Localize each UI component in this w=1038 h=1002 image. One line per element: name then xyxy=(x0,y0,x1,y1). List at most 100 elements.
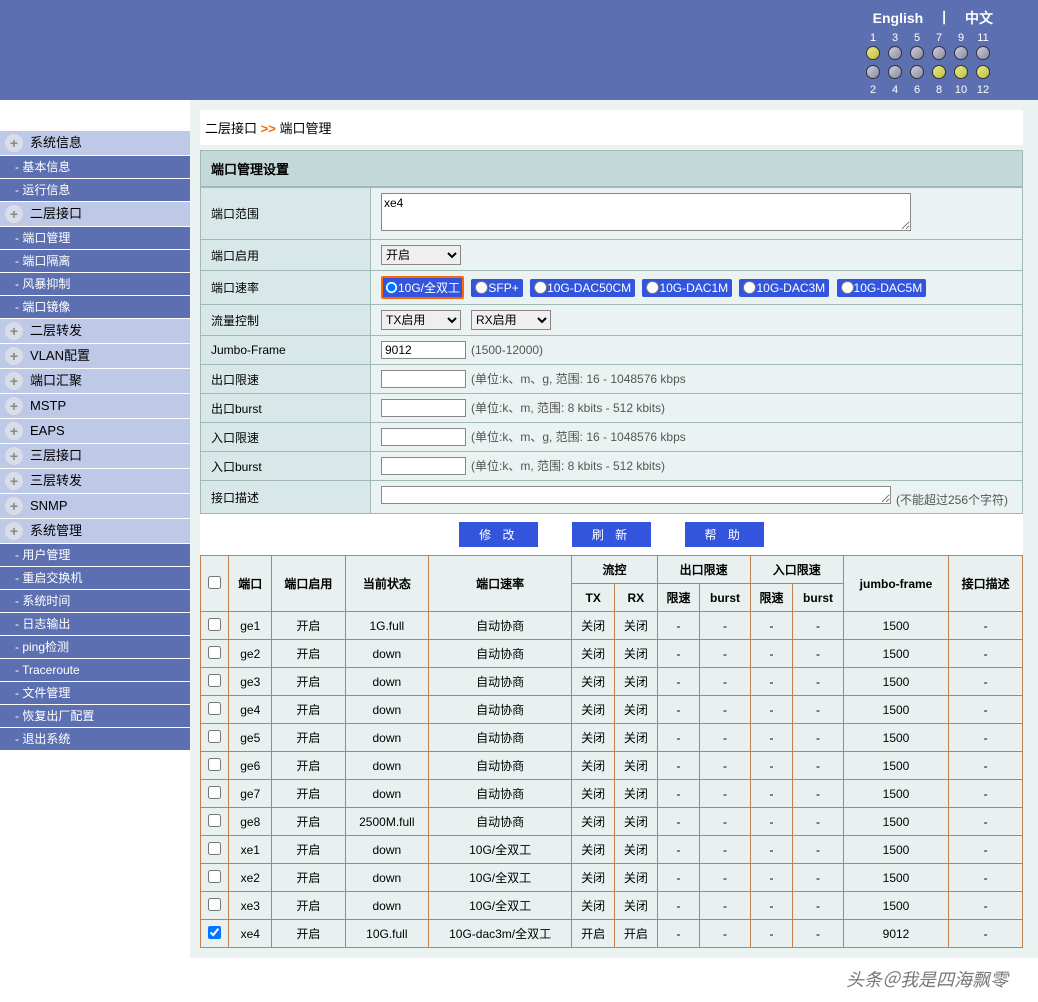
table-row: ge2开启down 自动协商关闭关闭 --- -1500- xyxy=(201,640,1023,668)
row-checkbox[interactable] xyxy=(208,786,221,799)
in-limit-input[interactable] xyxy=(381,428,466,446)
out-burst-input[interactable] xyxy=(381,399,466,417)
panel-title: 端口管理设置 xyxy=(200,150,1023,187)
port-status-panel: 135791124681012 xyxy=(858,30,998,98)
table-row: ge6开启down 自动协商关闭关闭 --- -1500- xyxy=(201,752,1023,780)
nav-item[interactable]: - 文件管理 xyxy=(0,682,190,704)
expand-icon: + xyxy=(5,397,23,415)
speed-option[interactable]: 10G/全双工 xyxy=(381,276,464,299)
speed-option[interactable]: SFP+ xyxy=(471,279,522,297)
nav-item[interactable]: - 恢复出厂配置 xyxy=(0,705,190,727)
header: English 丨 中文 135791124681012 xyxy=(0,0,1038,100)
port-enable-select[interactable]: 开启 xyxy=(381,245,461,265)
in-burst-input[interactable] xyxy=(381,457,466,475)
port-led-2 xyxy=(866,65,880,79)
nav-item[interactable]: - 风暴抑制 xyxy=(0,273,190,295)
nav-item[interactable]: - 用户管理 xyxy=(0,544,190,566)
nav-group[interactable]: +系统管理 xyxy=(0,519,190,543)
lang-english[interactable]: English xyxy=(873,10,924,26)
nav-group[interactable]: +端口汇聚 xyxy=(0,369,190,393)
row-checkbox[interactable] xyxy=(208,674,221,687)
row-checkbox[interactable] xyxy=(208,758,221,771)
table-row: ge7开启down 自动协商关闭关闭 --- -1500- xyxy=(201,780,1023,808)
table-row: ge8开启2500M.full 自动协商关闭关闭 --- -1500- xyxy=(201,808,1023,836)
desc-input[interactable] xyxy=(381,486,891,504)
port-led-12 xyxy=(976,65,990,79)
row-checkbox[interactable] xyxy=(208,646,221,659)
table-row: ge5开启down 自动协商关闭关闭 --- -1500- xyxy=(201,724,1023,752)
expand-icon: + xyxy=(5,522,23,540)
nav-item[interactable]: - 端口镜像 xyxy=(0,296,190,318)
port-led-8 xyxy=(932,65,946,79)
speed-option[interactable]: 10G-DAC5M xyxy=(837,279,927,297)
help-button[interactable]: 帮 助 xyxy=(685,522,764,547)
speed-option[interactable]: 10G-DAC3M xyxy=(739,279,829,297)
speed-option[interactable]: 10G-DAC50CM xyxy=(530,279,635,297)
expand-icon: + xyxy=(5,205,23,223)
nav-item[interactable]: - 端口隔离 xyxy=(0,250,190,272)
port-led-11 xyxy=(976,46,990,60)
nav-group[interactable]: +三层接口 xyxy=(0,444,190,468)
expand-icon: + xyxy=(5,447,23,465)
nav-item[interactable]: - 退出系统 xyxy=(0,728,190,750)
port-led-10 xyxy=(954,65,968,79)
expand-icon: + xyxy=(5,322,23,340)
row-checkbox[interactable] xyxy=(208,702,221,715)
nav-item[interactable]: - 重启交换机 xyxy=(0,567,190,589)
expand-icon: + xyxy=(5,347,23,365)
expand-icon: + xyxy=(5,472,23,490)
lang-chinese[interactable]: 中文 xyxy=(965,10,993,26)
table-row: ge1开启1G.full 自动协商关闭关闭 --- -1500- xyxy=(201,612,1023,640)
modify-button[interactable]: 修 改 xyxy=(459,522,538,547)
expand-icon: + xyxy=(5,422,23,440)
nav-group[interactable]: +三层转发 xyxy=(0,469,190,493)
nav-item[interactable]: - Traceroute xyxy=(0,659,190,681)
refresh-button[interactable]: 刷 新 xyxy=(572,522,651,547)
nav-item[interactable]: - 基本信息 xyxy=(0,156,190,178)
nav-group[interactable]: +SNMP xyxy=(0,494,190,518)
row-checkbox[interactable] xyxy=(208,618,221,631)
nav-item[interactable]: - 日志输出 xyxy=(0,613,190,635)
port-led-5 xyxy=(910,46,924,60)
row-checkbox[interactable] xyxy=(208,926,221,939)
port-led-7 xyxy=(932,46,946,60)
port-led-4 xyxy=(888,65,902,79)
content: 二层接口 >> 端口管理 端口管理设置 端口范围 xe4 端口启用 开启 端口速… xyxy=(190,100,1038,958)
watermark: 头条＠我是四海飘零 xyxy=(846,966,1008,992)
settings-form: 端口范围 xe4 端口启用 开启 端口速率 10G/全双工 SFP+ 10G-D… xyxy=(200,187,1023,514)
nav-group[interactable]: +VLAN配置 xyxy=(0,344,190,368)
row-checkbox[interactable] xyxy=(208,898,221,911)
nav-group[interactable]: +EAPS xyxy=(0,419,190,443)
nav-group[interactable]: +二层转发 xyxy=(0,319,190,343)
language-bar: English 丨 中文 xyxy=(868,8,998,28)
table-row: ge3开启down 自动协商关闭关闭 --- -1500- xyxy=(201,668,1023,696)
row-checkbox[interactable] xyxy=(208,842,221,855)
nav-item[interactable]: - 端口管理 xyxy=(0,227,190,249)
sidebar: +系统信息- 基本信息- 运行信息+二层接口- 端口管理- 端口隔离- 风暴抑制… xyxy=(0,100,190,958)
table-row: xe1开启down 10G/全双工关闭关闭 --- -1500- xyxy=(201,836,1023,864)
port-range-label: 端口范围 xyxy=(201,188,371,240)
jumbo-input[interactable] xyxy=(381,341,466,359)
row-checkbox[interactable] xyxy=(208,730,221,743)
flow-tx-select[interactable]: TX启用 xyxy=(381,310,461,330)
port-led-6 xyxy=(910,65,924,79)
speed-option[interactable]: 10G-DAC1M xyxy=(642,279,732,297)
nav-item[interactable]: - ping检测 xyxy=(0,636,190,658)
select-all-checkbox[interactable] xyxy=(208,576,221,589)
expand-icon: + xyxy=(5,497,23,515)
table-row: xe2开启down 10G/全双工关闭关闭 --- -1500- xyxy=(201,864,1023,892)
nav-item[interactable]: - 运行信息 xyxy=(0,179,190,201)
port-table: 端口 端口启用 当前状态 端口速率 流控 出口限速 入口限速 jumbo-fra… xyxy=(200,555,1023,948)
nav-group[interactable]: +系统信息 xyxy=(0,131,190,155)
nav-group[interactable]: +MSTP xyxy=(0,394,190,418)
row-checkbox[interactable] xyxy=(208,814,221,827)
nav-group[interactable]: +二层接口 xyxy=(0,202,190,226)
flow-rx-select[interactable]: RX启用 xyxy=(471,310,551,330)
row-checkbox[interactable] xyxy=(208,870,221,883)
out-limit-input[interactable] xyxy=(381,370,466,388)
table-row: xe4开启10G.full 10G-dac3m/全双工开启开启 --- -901… xyxy=(201,920,1023,948)
expand-icon: + xyxy=(5,372,23,390)
button-row: 修 改 刷 新 帮 助 xyxy=(200,514,1023,555)
nav-item[interactable]: - 系统时间 xyxy=(0,590,190,612)
port-range-input[interactable]: xe4 xyxy=(381,193,911,231)
